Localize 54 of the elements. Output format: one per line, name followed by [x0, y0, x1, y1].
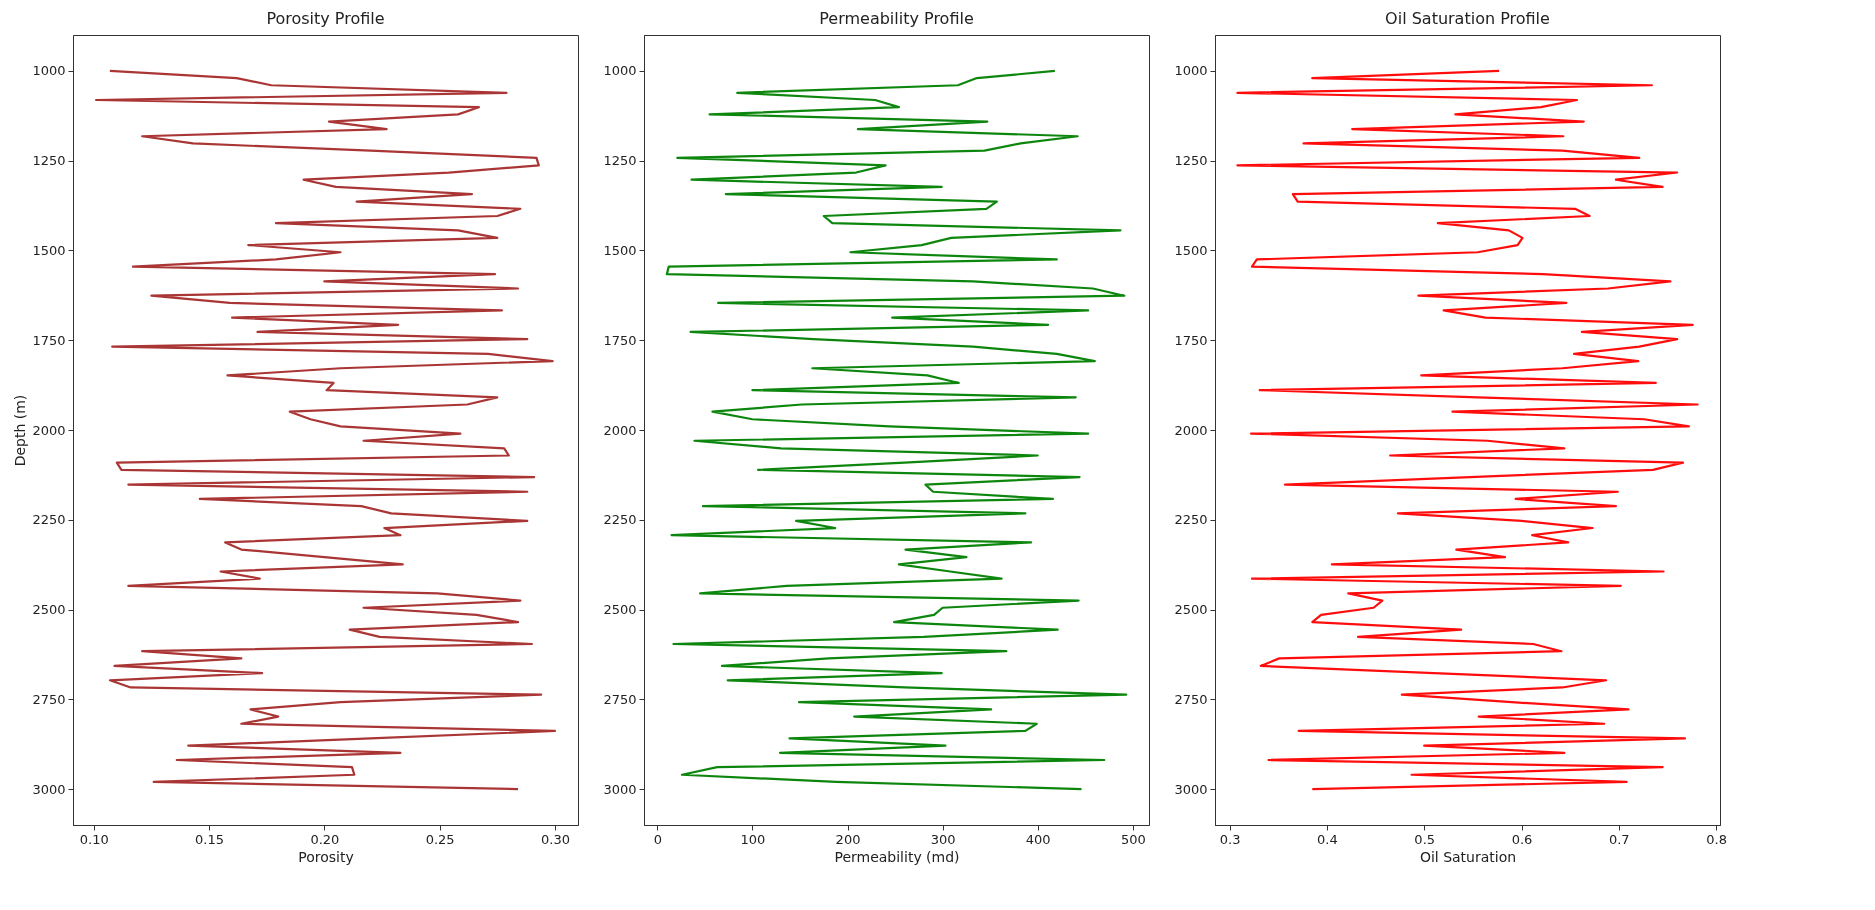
x-tick-label: 100	[740, 831, 766, 847]
y-tick-label: 3000	[603, 781, 637, 797]
x-axis-title: Oil Saturation	[1419, 848, 1517, 865]
y-tick-label: 2000	[32, 422, 66, 438]
y-tick-label: 2000	[1174, 422, 1208, 438]
y-axis-title: Depth (m)	[12, 394, 29, 467]
y-tick-label: 1750	[32, 332, 66, 348]
x-tick-label: 0.8	[1706, 831, 1727, 847]
x-tick-label: 500	[1120, 831, 1146, 847]
x-tick-label: 0.3	[1219, 831, 1241, 847]
y-tick-label: 1500	[603, 242, 637, 258]
y-tick-label: 1500	[1174, 242, 1208, 258]
y-tick-label: 1250	[603, 153, 637, 169]
line-series	[1236, 69, 1699, 791]
y-tick-label: 1000	[603, 63, 637, 79]
y-tick-label: 2250	[1174, 512, 1208, 528]
x-tick-label: 0.10	[79, 831, 109, 847]
line-series	[665, 69, 1128, 791]
y-tick-label: 1250	[32, 153, 66, 169]
y-tick-label: 1000	[32, 63, 66, 79]
y-tick-label: 1750	[1174, 332, 1208, 348]
x-tick-label: 0.30	[540, 831, 570, 847]
y-tick-label: 1750	[603, 332, 637, 348]
y-tick-label: 2500	[1174, 602, 1208, 618]
x-tick-label: 0.5	[1414, 831, 1436, 847]
x-tick-label: 0.15	[195, 831, 225, 847]
y-tick-label: 1250	[1174, 153, 1208, 169]
x-tick-label: 400	[1025, 831, 1051, 847]
y-tick-label: 2500	[603, 602, 637, 618]
y-tick-label: 3000	[1174, 781, 1208, 797]
x-tick-label: 300	[930, 831, 956, 847]
x-tick-label: 0.25	[425, 831, 455, 847]
chart-title: Permeability Profile	[819, 9, 974, 28]
y-tick-label: 2750	[603, 691, 637, 707]
y-tick-label: 1000	[1174, 63, 1208, 79]
x-tick-label: 0.4	[1317, 831, 1338, 847]
x-tick-label: 0.7	[1608, 831, 1630, 847]
y-tick-label: 2250	[32, 512, 66, 528]
chart-title: Porosity Profile	[266, 9, 385, 28]
x-tick-label: 0.6	[1511, 831, 1533, 847]
line-series	[94, 69, 557, 791]
y-tick-label: 2750	[1174, 691, 1208, 707]
y-tick-label: 2750	[32, 691, 66, 707]
x-axis-title: Porosity	[298, 848, 354, 865]
x-axis-title: Permeability (md)	[834, 848, 960, 865]
chart-title: Oil Saturation Profile	[1385, 9, 1550, 28]
y-tick-label: 2500	[32, 602, 66, 618]
y-tick-label: 1500	[32, 242, 66, 258]
x-tick-label: 200	[835, 831, 861, 847]
y-tick-label: 3000	[32, 781, 66, 797]
y-tick-label: 2000	[603, 422, 637, 438]
x-tick-label: 0.20	[310, 831, 340, 847]
x-tick-label: 0	[653, 831, 662, 847]
y-tick-label: 2250	[603, 512, 637, 528]
